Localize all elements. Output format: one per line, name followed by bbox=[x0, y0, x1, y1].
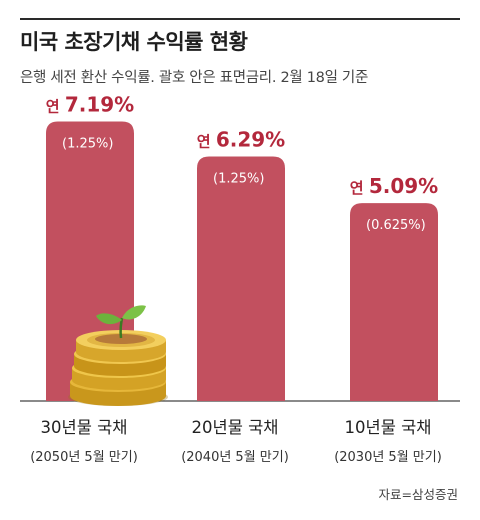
top-rule bbox=[20, 18, 460, 20]
chart-title: 미국 초장기채 수익률 현황 bbox=[20, 30, 248, 54]
category-sublabel: (2030년 5월 만기) bbox=[334, 450, 442, 465]
category-sublabel: (2050년 5월 만기) bbox=[30, 450, 138, 465]
coupon-label: (1.25%) bbox=[213, 171, 264, 186]
value-label: 연 6.29% bbox=[197, 127, 285, 151]
coupon-label: (0.625%) bbox=[366, 218, 426, 233]
category-label: 30년물 국채 bbox=[41, 418, 128, 437]
category-label: 10년물 국채 bbox=[345, 418, 432, 437]
category-label: 20년물 국채 bbox=[192, 418, 279, 437]
bar bbox=[197, 156, 285, 401]
source-note: 자료=삼성증권 bbox=[378, 487, 458, 502]
bar bbox=[350, 203, 438, 401]
value-label: 연 7.19% bbox=[46, 92, 134, 116]
category-sublabel: (2040년 5월 만기) bbox=[181, 450, 289, 465]
coupon-label: (1.25%) bbox=[62, 136, 113, 151]
value-label: 연 5.09% bbox=[350, 174, 438, 198]
chart-subtitle: 은행 세전 환산 수익률. 괄호 안은 표면금리. 2월 18일 기준 bbox=[20, 70, 369, 86]
coin-stack-illustration bbox=[68, 305, 168, 406]
